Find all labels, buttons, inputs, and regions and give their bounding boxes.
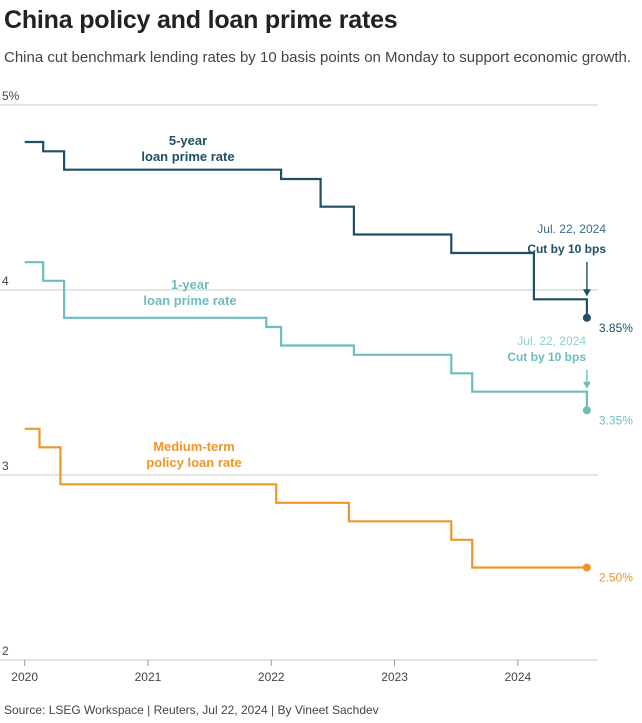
- end-value-label-mlf: 2.50%: [599, 571, 633, 585]
- grid-lines: [0, 104, 598, 661]
- end-value-label-lpr5: 3.85%: [599, 321, 633, 335]
- x-tick-label-2020: 2020: [11, 670, 38, 684]
- annotation-arrow-head-lpr1: [582, 381, 591, 389]
- series-lines: [24, 140, 591, 572]
- annotation-date-lpr1: Jul. 22, 2024: [517, 334, 586, 348]
- source-note: Source: LSEG Workspace | Reuters, Jul 22…: [4, 703, 379, 717]
- series-name-lpr1-line-2: loan prime rate: [143, 293, 236, 308]
- x-tick-label-2024: 2024: [505, 670, 532, 684]
- end-point-lpr5: [582, 313, 591, 322]
- x-tick-label-2021: 2021: [135, 670, 162, 684]
- y-tick-label-3: 3: [2, 459, 9, 473]
- annotation-date-lpr5: Jul. 22, 2024: [537, 222, 606, 236]
- series-name-lpr5-line-2: loan prime rate: [141, 149, 234, 164]
- end-point-mlf: [582, 563, 591, 572]
- x-tick-label-2022: 2022: [258, 670, 285, 684]
- x-tick-label-2023: 2023: [381, 670, 408, 684]
- end-point-lpr1: [582, 406, 591, 415]
- series-line-mlf: [24, 427, 587, 569]
- end-value-label-lpr1: 3.35%: [599, 413, 633, 427]
- series-line-lpr5: [24, 140, 588, 318]
- annotation-text-lpr1: Cut by 10 bps: [507, 350, 586, 364]
- chart-title: China policy and loan prime rates: [4, 6, 398, 34]
- y-tick-label-5: 5%: [2, 89, 20, 103]
- annotation-text-lpr5: Cut by 10 bps: [527, 242, 606, 256]
- series-line-lpr1: [24, 261, 588, 411]
- chart-subtitle: China cut benchmark lending rates by 10 …: [4, 49, 632, 66]
- series-name-lpr1-line-1: 1-year: [171, 277, 209, 292]
- series-name-mlf-line-2: policy loan rate: [146, 455, 241, 470]
- y-tick-label-2: 2: [2, 644, 9, 658]
- series-name-lpr5-line-1: 5-year: [169, 133, 207, 148]
- y-tick-label-4: 4: [2, 274, 9, 288]
- series-name-mlf-line-1: Medium-term: [153, 439, 235, 454]
- annotation-arrow-head-lpr5: [582, 289, 591, 297]
